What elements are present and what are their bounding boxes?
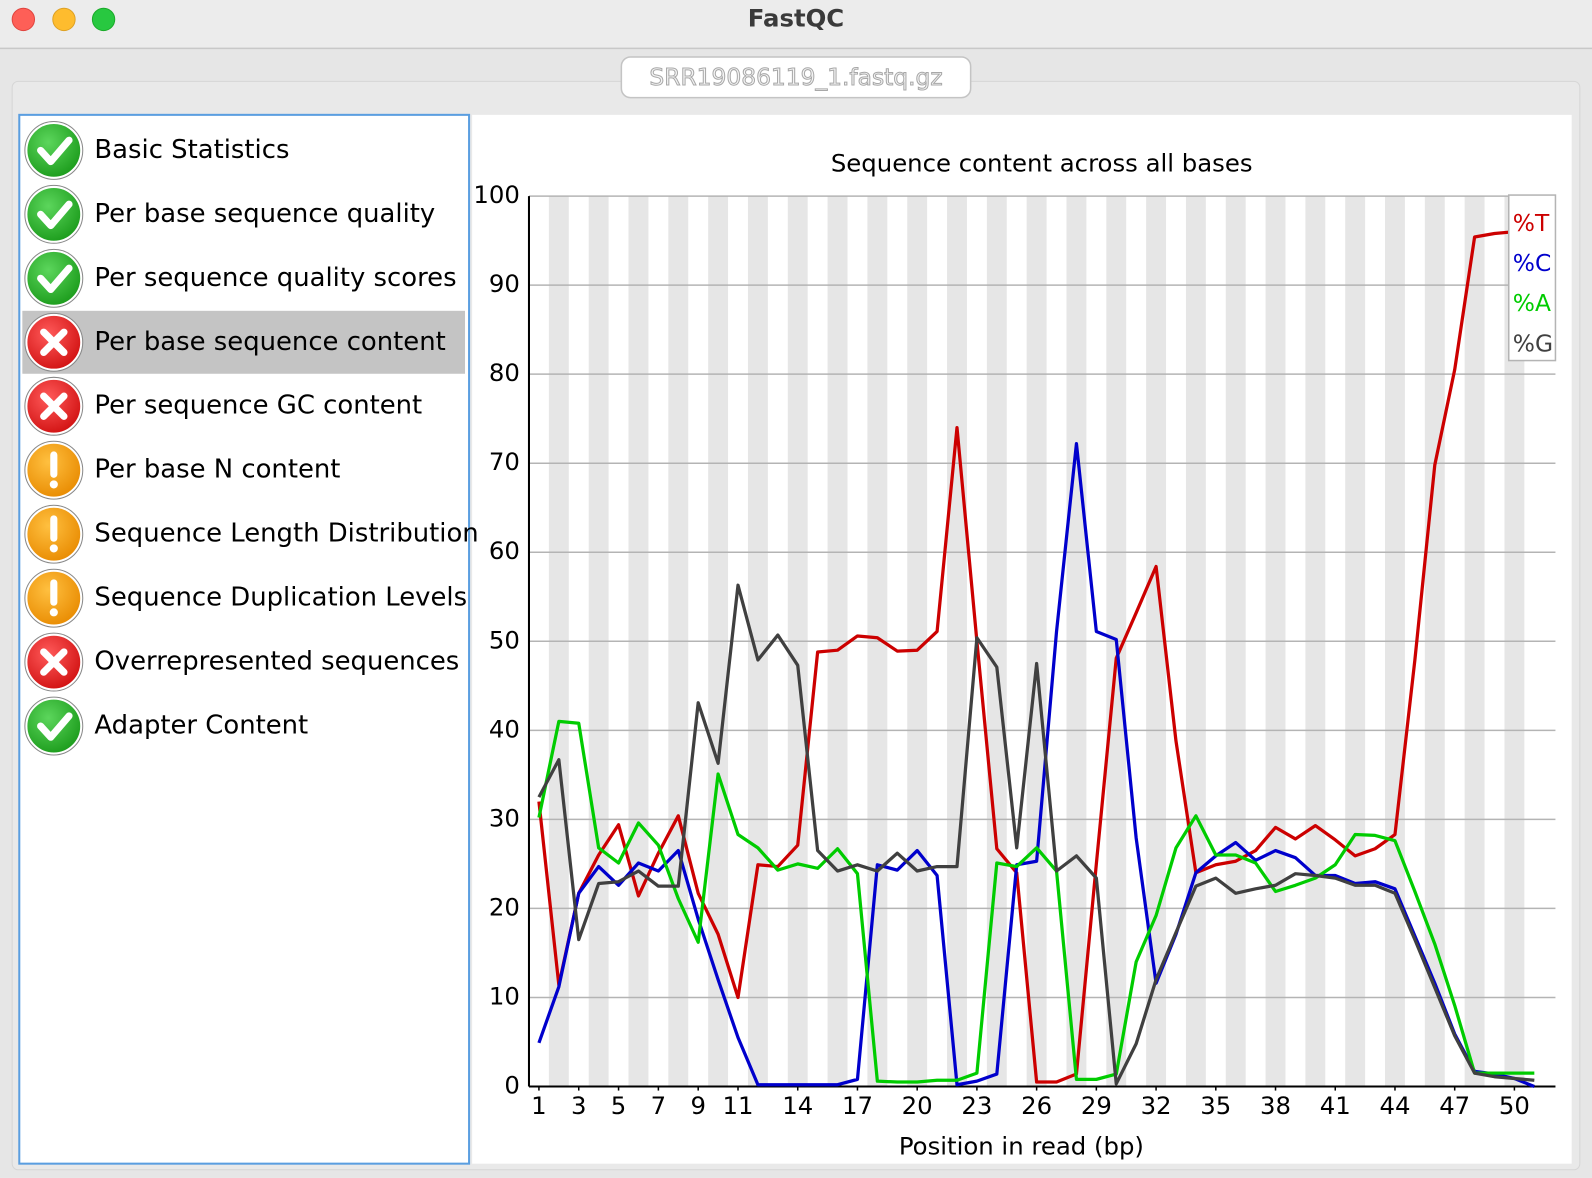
x-tick-label: 20 <box>902 1091 933 1120</box>
module-items: Basic Statistics Per base sequence qualit… <box>22 120 479 756</box>
legend-label: %G <box>1513 329 1553 357</box>
x-tick-label: 1 <box>531 1091 547 1120</box>
x-tick-label: 23 <box>961 1091 992 1120</box>
status-icon <box>25 121 83 179</box>
status-icon <box>25 697 83 755</box>
x-tick-label: 26 <box>1021 1091 1052 1120</box>
y-tick-label: 50 <box>489 625 520 654</box>
module-item[interactable]: Per sequence GC content <box>24 376 422 436</box>
y-tick-label: 90 <box>489 269 520 298</box>
cross-mark <box>40 648 68 676</box>
status-icon-rim <box>24 696 84 756</box>
window-title: FastQC <box>748 3 844 32</box>
x-tick-label: 41 <box>1320 1091 1351 1120</box>
module-item[interactable]: Per base sequence quality <box>24 184 435 244</box>
status-icon-rim <box>24 632 84 692</box>
x-tick-label: 3 <box>571 1091 587 1120</box>
legend-box <box>1507 194 1557 362</box>
module-label[interactable]: Per base sequence quality <box>94 199 435 229</box>
x-tick-label: 50 <box>1499 1091 1530 1120</box>
y-tick-label: 100 <box>473 180 520 209</box>
status-icon-rim <box>24 312 84 372</box>
module-label[interactable]: Per sequence GC content <box>94 391 422 421</box>
module-item[interactable]: Sequence Duplication Levels <box>24 568 467 628</box>
module-label[interactable]: Overrepresented sequences <box>94 647 459 677</box>
status-icon-rim <box>24 440 84 500</box>
check-mark <box>37 264 73 294</box>
module-item[interactable]: Sequence Length Distribution <box>24 504 479 564</box>
module-item[interactable]: Per base sequence content <box>22 310 466 374</box>
cross-mark <box>40 392 68 420</box>
check-mark <box>37 136 73 166</box>
x-tick-label: 44 <box>1379 1091 1410 1120</box>
y-tick-label: 20 <box>489 892 520 921</box>
module-item[interactable]: Per sequence quality scores <box>24 248 457 308</box>
legend-label: %A <box>1513 289 1551 317</box>
y-tick-label: 30 <box>489 803 520 832</box>
y-tick-label: 60 <box>489 536 520 565</box>
x-tick-label: 7 <box>651 1091 667 1120</box>
close-button[interactable] <box>11 7 36 32</box>
status-icon-rim <box>24 248 84 308</box>
chart: Sequence content across all bases Positi… <box>473 149 1557 1160</box>
x-tick-label: 14 <box>782 1091 813 1120</box>
legend-label: %T <box>1513 209 1550 237</box>
cross-mark <box>40 328 68 356</box>
status-icon <box>25 185 83 243</box>
module-label[interactable]: Sequence Length Distribution <box>94 519 478 549</box>
module-label[interactable]: Adapter Content <box>94 711 308 741</box>
x-tick-label: 38 <box>1260 1091 1291 1120</box>
zoom-button[interactable] <box>91 7 116 32</box>
file-tab[interactable] <box>620 56 972 99</box>
y-tick-label: 10 <box>489 981 520 1010</box>
series-line <box>537 227 1535 1084</box>
y-tick-label: 0 <box>504 1071 520 1100</box>
x-tick-label: 47 <box>1439 1091 1470 1120</box>
title-bar <box>0 0 1592 48</box>
x-tick-label: 29 <box>1081 1091 1112 1120</box>
x-tick-label: 9 <box>690 1091 706 1120</box>
warn-dot <box>49 480 58 489</box>
status-icon-rim <box>24 568 84 628</box>
module-item[interactable]: Basic Statistics <box>24 120 290 180</box>
status-icon-rim <box>24 184 84 244</box>
y-tick-label: 80 <box>489 358 520 387</box>
x-tick-label: 11 <box>723 1091 754 1120</box>
module-label[interactable]: Sequence Duplication Levels <box>94 583 467 613</box>
check-mark <box>37 712 73 741</box>
module-item[interactable]: Adapter Content <box>24 696 308 756</box>
y-tick-label: 70 <box>489 447 520 476</box>
status-icon-rim <box>24 504 84 564</box>
x-tick-label: 35 <box>1200 1091 1231 1120</box>
status-icon-rim <box>24 376 84 436</box>
module-label[interactable]: Basic Statistics <box>94 135 289 165</box>
module-label[interactable]: Per base sequence content <box>94 327 445 357</box>
check-mark <box>37 200 73 230</box>
series-line <box>537 441 1535 1089</box>
x-axis-label: Position in read (bp) <box>899 1131 1144 1160</box>
chart-title: Sequence content across all bases <box>831 149 1253 178</box>
module-label[interactable]: Per sequence quality scores <box>94 263 456 293</box>
module-item[interactable]: Overrepresented sequences <box>24 632 459 692</box>
x-tick-label: 17 <box>842 1091 873 1120</box>
x-tick-label: 32 <box>1141 1091 1172 1120</box>
series-line <box>537 583 1535 1086</box>
legend-label: %C <box>1513 249 1551 277</box>
module-label[interactable]: Per base N content <box>94 455 340 485</box>
status-icon-rim <box>24 120 84 180</box>
x-tick-label: 5 <box>611 1091 627 1120</box>
series-line <box>537 719 1535 1084</box>
module-list <box>18 113 471 1165</box>
warn-dot <box>49 608 58 617</box>
warn-dot <box>49 544 58 553</box>
y-tick-label: 40 <box>489 714 520 743</box>
file-tab-label[interactable]: SRR19086119_1.fastq.gz <box>649 62 943 91</box>
module-item[interactable]: Per base N content <box>24 440 341 500</box>
status-icon <box>25 249 83 307</box>
selected-highlight <box>22 310 466 374</box>
minimize-button[interactable] <box>52 7 76 32</box>
